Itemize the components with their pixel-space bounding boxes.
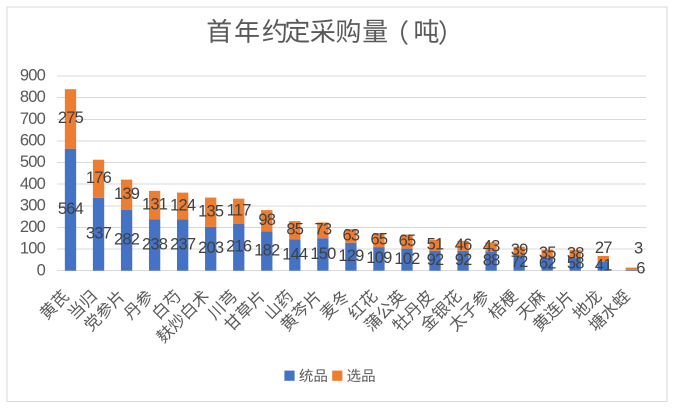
svg-text:51: 51 bbox=[427, 236, 444, 254]
svg-text:203: 203 bbox=[198, 239, 224, 257]
svg-text:900: 900 bbox=[20, 67, 46, 85]
svg-text:100: 100 bbox=[20, 240, 46, 258]
svg-text:200: 200 bbox=[20, 218, 46, 236]
svg-text:27: 27 bbox=[595, 239, 612, 257]
svg-text:6: 6 bbox=[636, 259, 645, 277]
svg-text:600: 600 bbox=[20, 132, 46, 150]
svg-text:85: 85 bbox=[286, 221, 303, 239]
svg-text:564: 564 bbox=[58, 200, 84, 218]
svg-text:102: 102 bbox=[394, 250, 420, 268]
svg-text:337: 337 bbox=[86, 225, 112, 243]
svg-text:150: 150 bbox=[310, 245, 336, 263]
svg-text:131: 131 bbox=[142, 195, 168, 213]
svg-text:62: 62 bbox=[539, 254, 556, 272]
svg-text:117: 117 bbox=[227, 202, 252, 220]
svg-text:72: 72 bbox=[511, 253, 528, 271]
svg-text:58: 58 bbox=[567, 255, 584, 273]
svg-text:65: 65 bbox=[371, 230, 388, 248]
svg-text:300: 300 bbox=[20, 196, 46, 214]
svg-text:109: 109 bbox=[366, 249, 392, 267]
svg-text:73: 73 bbox=[315, 221, 332, 239]
svg-text:92: 92 bbox=[455, 251, 472, 269]
svg-text:500: 500 bbox=[20, 153, 46, 171]
svg-text:65: 65 bbox=[399, 232, 416, 250]
svg-text:129: 129 bbox=[338, 247, 364, 265]
svg-text:400: 400 bbox=[20, 175, 46, 193]
svg-text:35: 35 bbox=[539, 244, 556, 262]
svg-text:0: 0 bbox=[37, 261, 46, 279]
svg-text:39: 39 bbox=[511, 241, 528, 259]
svg-text:176: 176 bbox=[86, 169, 112, 187]
svg-text:275: 275 bbox=[58, 109, 84, 127]
svg-text:139: 139 bbox=[114, 185, 140, 203]
svg-text:135: 135 bbox=[198, 203, 224, 221]
svg-text:46: 46 bbox=[455, 236, 472, 254]
svg-text:182: 182 bbox=[254, 241, 280, 259]
svg-text:41: 41 bbox=[595, 257, 612, 275]
svg-text:238: 238 bbox=[142, 235, 168, 253]
svg-text:43: 43 bbox=[483, 237, 500, 255]
svg-text:800: 800 bbox=[20, 88, 46, 106]
svg-text:63: 63 bbox=[343, 226, 360, 244]
svg-text:38: 38 bbox=[567, 244, 584, 262]
svg-text:237: 237 bbox=[170, 235, 196, 253]
svg-text:92: 92 bbox=[427, 251, 444, 269]
svg-text:124: 124 bbox=[170, 196, 196, 214]
svg-text:98: 98 bbox=[258, 211, 275, 229]
svg-text:144: 144 bbox=[282, 245, 308, 263]
svg-text:3: 3 bbox=[634, 240, 643, 258]
svg-text:282: 282 bbox=[114, 231, 140, 249]
svg-text:88: 88 bbox=[483, 252, 500, 270]
svg-text:700: 700 bbox=[20, 110, 46, 128]
svg-text:216: 216 bbox=[226, 238, 252, 256]
